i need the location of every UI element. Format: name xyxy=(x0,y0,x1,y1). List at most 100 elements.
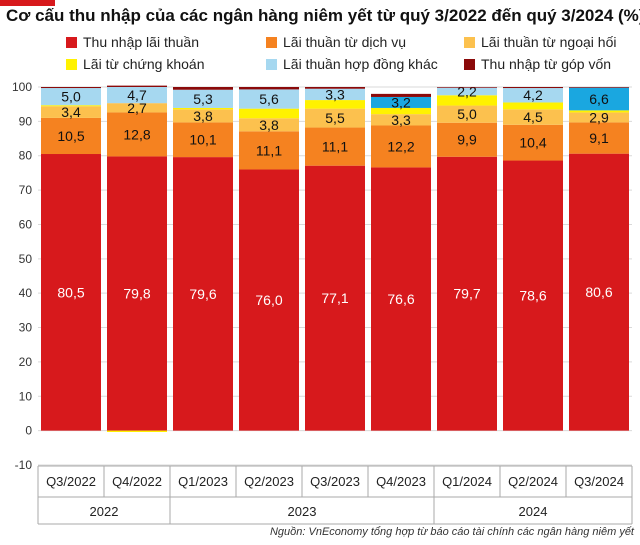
x-tick-label: Q2/2024 xyxy=(508,474,558,489)
bar-segment xyxy=(107,430,167,433)
bar-segment xyxy=(569,110,629,113)
bar-segment xyxy=(107,85,167,87)
y-tick-label: 100 xyxy=(12,80,32,94)
bar-segment xyxy=(239,108,299,119)
legend-label: Lãi thuần hợp đồng khác xyxy=(283,56,438,72)
legend-label: Lãi thuần từ ngoại hối xyxy=(481,34,617,50)
data-label: 3,2 xyxy=(391,94,411,110)
data-label: 2,7 xyxy=(127,100,147,116)
bar-segment xyxy=(173,89,233,108)
x-tick-label: Q4/2023 xyxy=(376,474,426,489)
legend-item: Lãi thuần từ dịch vụ xyxy=(266,34,406,50)
data-label: 78,6 xyxy=(519,288,546,304)
bar-segment xyxy=(173,109,233,123)
bar-segment xyxy=(503,124,563,161)
bar-segment xyxy=(239,169,299,431)
bar-segment xyxy=(41,154,101,431)
x-tick-label: Q3/2024 xyxy=(574,474,624,489)
bar-segment xyxy=(437,105,497,123)
data-label: 76,0 xyxy=(255,292,282,308)
bar-segment xyxy=(173,157,233,431)
legend-label: Thu nhập từ góp vốn xyxy=(481,56,612,72)
y-tick-label: 0 xyxy=(25,424,32,438)
data-label: 3,3 xyxy=(325,86,345,102)
bar-segment xyxy=(371,107,431,115)
data-label: 5,0 xyxy=(61,89,81,105)
legend-swatch xyxy=(266,58,277,70)
data-label: 5,0 xyxy=(457,106,477,122)
year-group-label: 2024 xyxy=(519,504,548,519)
bar-segment xyxy=(305,87,365,89)
y-tick-label: 90 xyxy=(19,114,33,128)
data-label: 5,3 xyxy=(193,91,213,107)
legend-item: Lãi thuần từ ngoại hối xyxy=(464,34,616,50)
bar-segment xyxy=(569,87,629,88)
bar-segment xyxy=(41,106,101,118)
bar-segment xyxy=(173,122,233,158)
legend-item: Thu nhập lãi thuần xyxy=(66,34,199,50)
data-label: 76,6 xyxy=(387,291,414,307)
bar-segment xyxy=(371,125,431,168)
bar-segment xyxy=(41,87,101,89)
bar-segment xyxy=(173,87,233,90)
bar-segment xyxy=(503,160,563,431)
bar-segment xyxy=(371,167,431,431)
bar-segment xyxy=(371,93,431,97)
legend-item: Thu nhập từ góp vốn xyxy=(464,56,611,72)
red-accent xyxy=(0,0,55,6)
data-label: 11,1 xyxy=(322,139,348,155)
data-label: 10,1 xyxy=(189,132,216,148)
bar-segment xyxy=(239,87,299,90)
x-tick-label: Q3/2022 xyxy=(46,474,96,489)
data-label: 3,4 xyxy=(61,104,81,120)
year-group-label: 2023 xyxy=(288,504,317,519)
data-label: 3,3 xyxy=(391,112,411,128)
top-accent-bar xyxy=(0,0,640,6)
bar-segment xyxy=(503,88,563,103)
bar-segment xyxy=(239,131,299,170)
bar-segment xyxy=(569,112,629,123)
bar-segment xyxy=(437,87,497,88)
legend-swatch xyxy=(464,36,475,48)
data-label: 79,6 xyxy=(189,286,216,302)
bar-segment xyxy=(305,165,365,431)
bar-segment xyxy=(173,107,233,110)
y-tick-label: 50 xyxy=(19,252,33,266)
bar-segment xyxy=(503,87,563,89)
data-label: 5,5 xyxy=(325,110,345,126)
bar-segment xyxy=(437,87,497,96)
data-label: 80,6 xyxy=(585,284,612,300)
bar-segment xyxy=(305,88,365,101)
bar-segment xyxy=(437,156,497,431)
y-tick-label: 60 xyxy=(19,217,33,231)
bar-segment xyxy=(41,88,101,106)
data-label: 12,8 xyxy=(123,126,150,142)
data-label: 2,2 xyxy=(457,83,477,99)
legend-label: Thu nhập lãi thuần xyxy=(83,34,199,50)
bar-segment xyxy=(569,153,629,431)
legend-swatch xyxy=(266,36,277,48)
data-label: 4,7 xyxy=(127,87,147,103)
x-tick-label: Q4/2022 xyxy=(112,474,162,489)
x-tick-label: Q3/2023 xyxy=(310,474,360,489)
data-label: 6,6 xyxy=(589,91,609,107)
bar-segment xyxy=(305,100,365,109)
data-label: 79,8 xyxy=(123,286,150,302)
bar-segment xyxy=(107,103,167,113)
bar-segment xyxy=(569,87,629,111)
legend-swatch xyxy=(464,58,475,70)
legend-label: Lãi từ chứng khoán xyxy=(83,56,205,72)
legend-item: Lãi từ chứng khoán xyxy=(66,56,205,72)
data-label: 9,1 xyxy=(589,130,609,146)
bar-segment xyxy=(239,118,299,132)
y-tick-label: 70 xyxy=(19,183,33,197)
bar-segment xyxy=(305,108,365,128)
legend-label: Lãi thuần từ dịch vụ xyxy=(283,34,407,50)
bar-segment xyxy=(305,127,365,166)
bar-segment xyxy=(569,122,629,154)
source-note: Nguồn: VnEconomy tổng hợp từ báo cáo tài… xyxy=(269,526,634,538)
y-tick-label: 40 xyxy=(19,286,33,300)
year-group-label: 2022 xyxy=(90,504,119,519)
bar-segment xyxy=(437,122,497,157)
y-tick-label: -10 xyxy=(15,458,33,472)
